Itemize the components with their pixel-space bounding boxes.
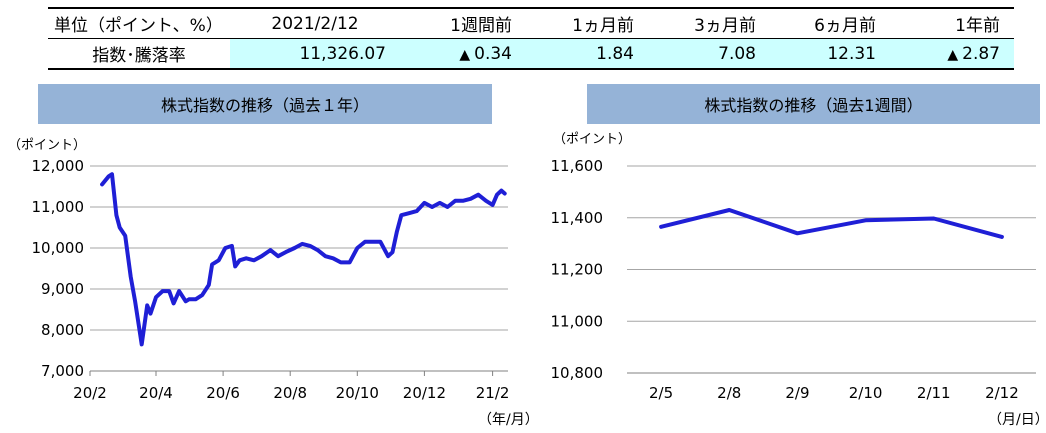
- x-tick-label: 20/12: [403, 384, 446, 402]
- summary-value-row: 指数･騰落率 11,326.07 ▲ 0.34 1.84 7.08 12.31 ▲…: [48, 38, 1014, 70]
- series-line-1year: [100, 172, 507, 347]
- value-cell: 1.84: [526, 38, 648, 70]
- value-text: 7.08: [718, 43, 756, 64]
- decline-marker: ▲: [459, 46, 471, 63]
- value-text: 12.31: [827, 43, 876, 64]
- y-tick-label: 9,000: [41, 280, 84, 298]
- value-cell: ▲ 2.87: [890, 38, 1014, 70]
- y-tick-label: 10,800: [551, 364, 604, 382]
- value-cell: 7.08: [648, 38, 770, 70]
- y-tick-label: 12,000: [32, 157, 85, 175]
- series-line-1week: [659, 208, 1004, 239]
- chart-1year-title: 株式指数の推移（過去１年）: [38, 84, 492, 124]
- x-tick-label: 2/11: [917, 384, 951, 402]
- x-tick-label: 20/8: [273, 384, 307, 402]
- x-tick-label: 20/10: [336, 384, 379, 402]
- header-3month: 3ヵ月前: [648, 7, 770, 39]
- header-1week: 1週間前: [400, 7, 526, 39]
- header-date: 2021/2/12: [230, 7, 400, 39]
- y-tick-label: 11,000: [32, 198, 85, 216]
- value-cell: 11,326.07: [230, 38, 400, 70]
- value-text: 2.87: [962, 43, 1000, 64]
- x-tick-label: 2/5: [649, 384, 673, 402]
- y-tick-label: 11,400: [551, 209, 604, 227]
- x-tick-label: 20/4: [139, 384, 173, 402]
- x-tick-label: 2/10: [849, 384, 883, 402]
- value-text: 1.84: [596, 43, 634, 64]
- value-text: 11,326.07: [299, 43, 386, 64]
- y-tick-label: 7,000: [41, 362, 84, 380]
- row-label: 指数･騰落率: [48, 38, 230, 70]
- value-text: 0.34: [474, 43, 512, 64]
- y-axis-unit: （ポイント）: [553, 132, 631, 147]
- x-tick-label: 2/12: [985, 384, 1019, 402]
- x-tick-label: 2/8: [717, 384, 741, 402]
- value-cell: ▲ 0.34: [400, 38, 526, 70]
- header-1month: 1ヵ月前: [526, 7, 648, 39]
- value-cell: 12.31: [770, 38, 890, 70]
- chart-1week-title: 株式指数の推移（過去1週間）: [587, 84, 1040, 124]
- x-tick-label: 20/2: [73, 384, 107, 402]
- summary-table: 単位（ポイント、%） 2021/2/12 1週間前 1ヵ月前 3ヵ月前 6ヵ月前…: [48, 7, 1014, 70]
- header-6month: 6ヵ月前: [770, 7, 890, 39]
- y-tick-label: 11,600: [551, 157, 604, 175]
- x-tick-label: 21/2: [476, 384, 510, 402]
- y-axis-unit: （ポイント）: [8, 138, 86, 153]
- y-tick-label: 8,000: [41, 321, 84, 339]
- decline-marker: ▲: [947, 46, 959, 63]
- header-1year: 1年前: [890, 7, 1014, 39]
- header-unit: 単位（ポイント、%）: [48, 7, 230, 39]
- y-tick-label: 11,000: [551, 312, 604, 330]
- summary-header-row: 単位（ポイント、%） 2021/2/12 1週間前 1ヵ月前 3ヵ月前 6ヵ月前…: [48, 7, 1014, 39]
- x-tick-label: 2/9: [785, 384, 809, 402]
- x-axis-unit: （月/日）: [988, 412, 1046, 428]
- x-tick-label: 20/6: [206, 384, 240, 402]
- x-axis-unit: （年/月）: [478, 412, 539, 428]
- y-tick-label: 11,200: [551, 261, 604, 279]
- y-tick-label: 10,000: [32, 239, 85, 257]
